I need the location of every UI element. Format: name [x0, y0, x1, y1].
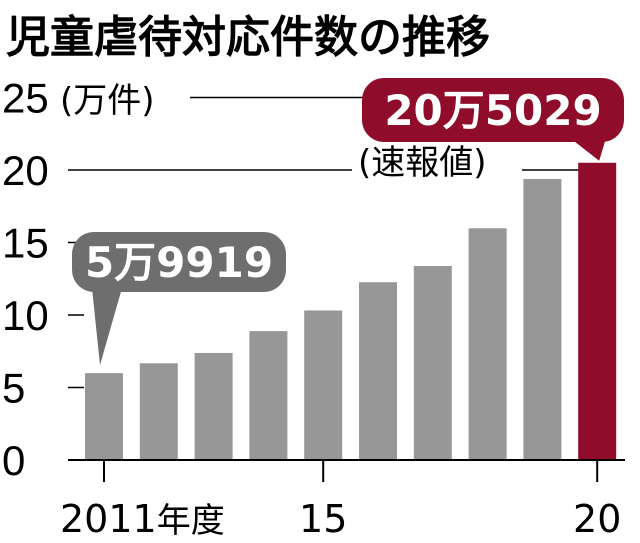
callouts: 5万9919 20万5029	[72, 78, 624, 366]
bar-2019	[523, 178, 562, 461]
x-tick-label: 15	[299, 497, 347, 541]
callout-bubble	[72, 232, 286, 292]
bar-2018	[468, 228, 507, 460]
y-tick-label: 20	[2, 147, 49, 194]
bar-2020	[578, 162, 617, 460]
y-tick-label: 0	[2, 437, 25, 484]
y-tick-label: 10	[2, 292, 49, 339]
chart-title: 児童虐待対応件数の推移	[6, 12, 490, 63]
bar-2016	[359, 282, 397, 460]
bar-2011	[85, 373, 123, 460]
bars	[85, 162, 617, 461]
callout-pointer	[92, 288, 122, 366]
x-axis	[68, 459, 625, 482]
callout-label: 5万9919	[85, 238, 273, 287]
x-axis-ticks: 2011年度 15 20	[60, 497, 621, 541]
x-tick-label: 2011年度	[60, 497, 225, 541]
x-tick-label: 20	[573, 497, 621, 541]
gridlines	[68, 96, 580, 461]
callout-bubble	[362, 78, 624, 142]
y-tick-label: 15	[2, 220, 49, 267]
preliminary-note: (速報値)	[358, 143, 487, 183]
bar-2014	[249, 331, 288, 460]
bar-2017	[413, 265, 452, 460]
unit-label: (万件)	[60, 81, 155, 121]
callout-label: 20万5029	[384, 86, 601, 135]
callout-pointer	[570, 138, 606, 161]
y-tick-label: 25	[2, 75, 49, 122]
y-axis-ticks: 0 5 10 15 20 25	[2, 75, 49, 485]
bar-2015	[304, 310, 343, 460]
y-tick-label: 5	[2, 365, 25, 412]
bar-2013	[194, 352, 233, 460]
bar-2012	[139, 363, 178, 460]
